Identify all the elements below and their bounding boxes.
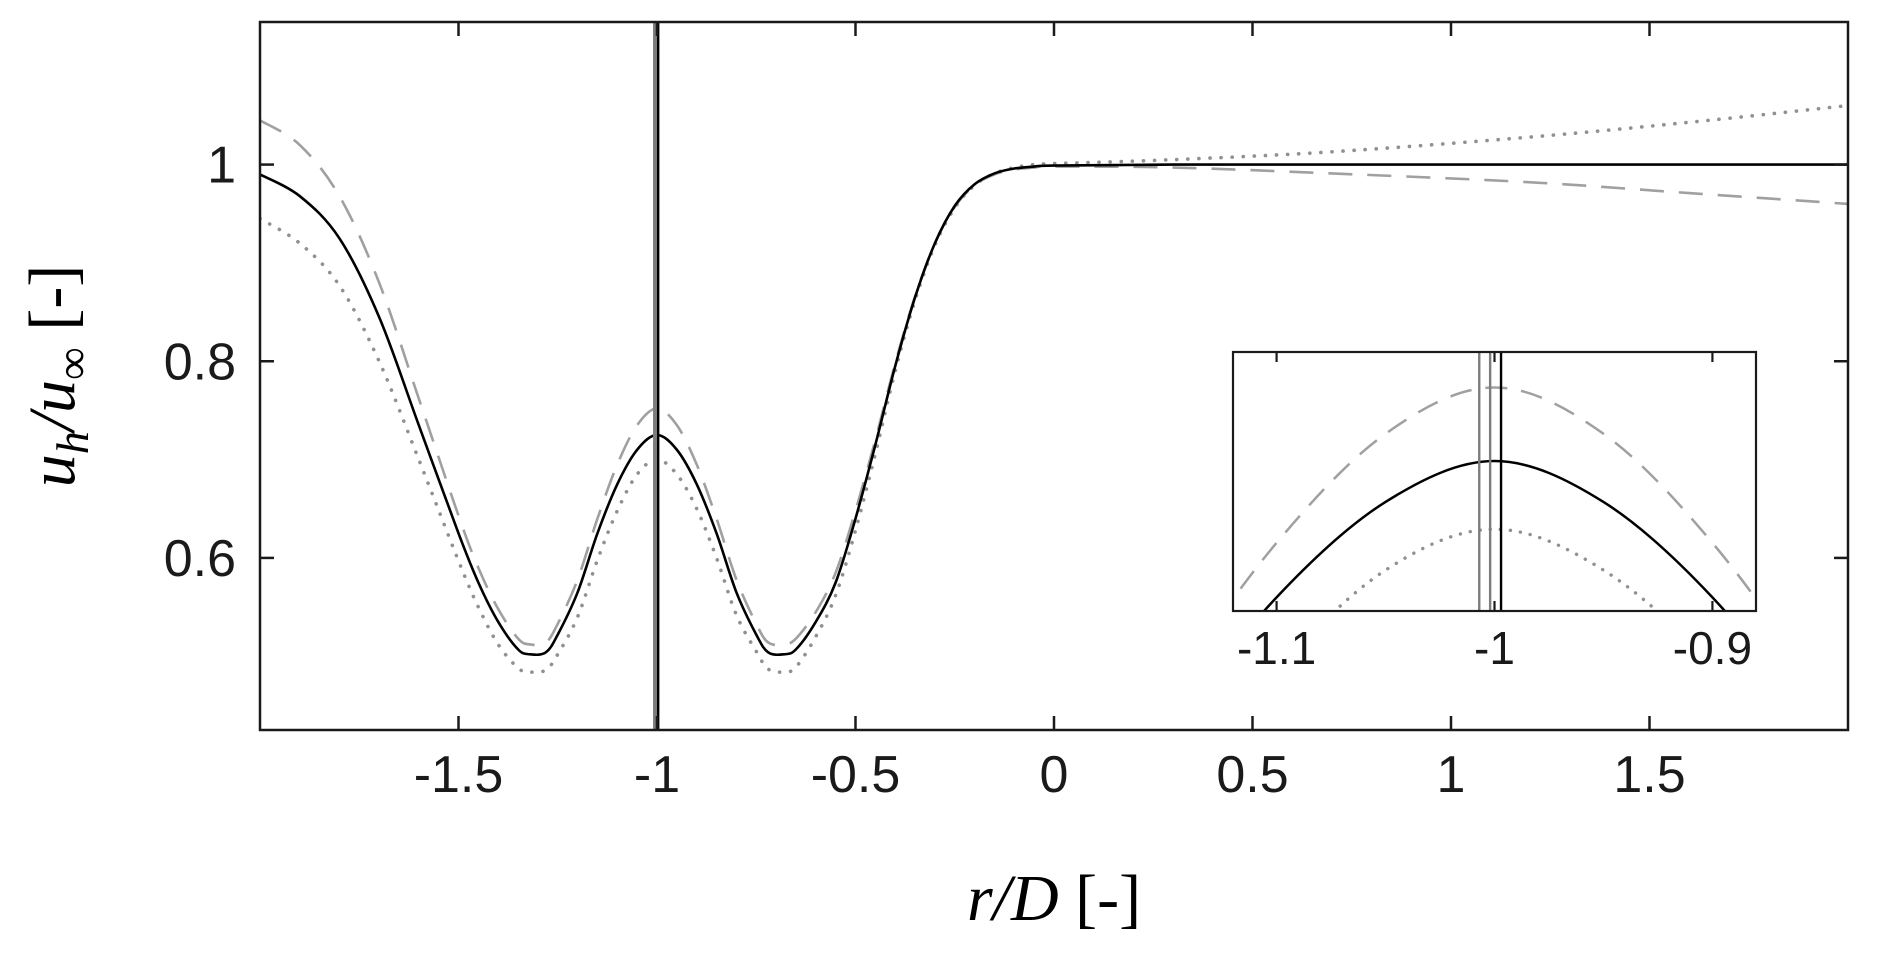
axis-tick-marks: [260, 22, 1848, 730]
curve-dashed-gray: [260, 119, 1848, 647]
y-tick-label: 0.8: [164, 333, 236, 391]
y-axis-label-unit: [-]: [16, 265, 89, 347]
inset-x-tick-labels: -1.1 -1 -0.9: [1237, 622, 1752, 674]
x-tick-label: -1.5: [414, 746, 504, 804]
x-tick-label: 0: [1040, 746, 1069, 804]
y-axis-label-sub-h: h: [47, 431, 98, 454]
x-tick-labels: -1.5 -1 -0.5 0 0.5 1 1.5: [414, 746, 1686, 804]
curve-dotted-gray: [260, 103, 1848, 675]
inset-x-tick-label: -0.9: [1673, 622, 1752, 674]
inset-x-tick-label: -1: [1474, 622, 1515, 674]
y-axis-label: uh/u∞ [-]: [16, 265, 98, 488]
x-tick-label: 1: [1437, 746, 1466, 804]
x-tick-label: 1.5: [1613, 746, 1685, 804]
x-axis-label: r/D [-]: [967, 862, 1141, 935]
inset-x-tick-label: -1.1: [1237, 622, 1316, 674]
inset-rotor-position-vlines: [1478, 352, 1503, 611]
y-tick-label: 1: [207, 137, 236, 195]
curve-solid-black: [260, 163, 1848, 657]
y-axis-label-mid: /u: [16, 380, 89, 435]
x-axis-label-math: r/D: [967, 862, 1059, 935]
y-axis-label-sub-inf: ∞: [47, 347, 98, 380]
inset-plot: -1.1 -1 -0.9: [1231, 350, 1758, 674]
y-axis-label-u: u: [16, 454, 89, 487]
inset-curve-solid-black: [1262, 459, 1727, 611]
main-curves: [260, 103, 1848, 675]
inset-curves: [1233, 386, 1756, 611]
x-axis-label-unit: [-]: [1059, 862, 1141, 935]
y-tick-labels: 0.6 0.8 1: [164, 137, 236, 588]
x-tick-label: -1: [634, 746, 680, 804]
rotor-position-vlines: [653, 22, 660, 730]
x-tick-label: -0.5: [811, 746, 901, 804]
y-tick-label: 0.6: [164, 530, 236, 588]
x-tick-label: 0.5: [1216, 746, 1288, 804]
inset-background: [1233, 352, 1756, 611]
inset-tick-marks: [1275, 352, 1714, 611]
inset-curve-dashed-gray: [1233, 386, 1756, 602]
